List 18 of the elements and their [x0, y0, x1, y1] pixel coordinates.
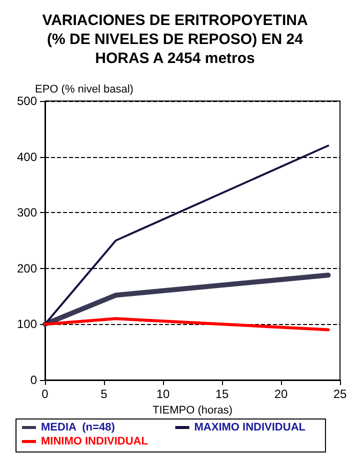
x-tick-label: 10 — [156, 387, 170, 401]
y-tick-label: 400 — [16, 150, 38, 164]
x-tick-label: 5 — [100, 387, 108, 401]
x-tick-label: 0 — [42, 387, 49, 401]
chart-title: VARIACIONES DE ERITROPOYETINA (% DE NIVELES DE REPOSO) EN 24 HORAS A 2454 metros — [42, 12, 308, 67]
y-tick-label: 500 — [16, 94, 38, 108]
y-tick-label: 200 — [16, 261, 38, 276]
legend-label: MINIMO INDIVIDUAL — [41, 436, 148, 448]
x-tick-label: 20 — [274, 387, 288, 401]
legend-label: MEDIA (n=48) — [41, 422, 116, 434]
y-tick-label: 300 — [16, 206, 38, 220]
x-tick-label: 25 — [333, 387, 347, 401]
x-tick-label: 15 — [215, 387, 229, 401]
y-axis-title: EPO (% nivel basal) — [35, 84, 134, 96]
legend-label: MAXIMO INDIVIDUAL — [194, 422, 306, 434]
x-axis-title: TIEMPO (horas) — [152, 404, 233, 416]
y-tick-label: 100 — [16, 317, 38, 332]
y-tick-label: 0 — [30, 373, 38, 387]
